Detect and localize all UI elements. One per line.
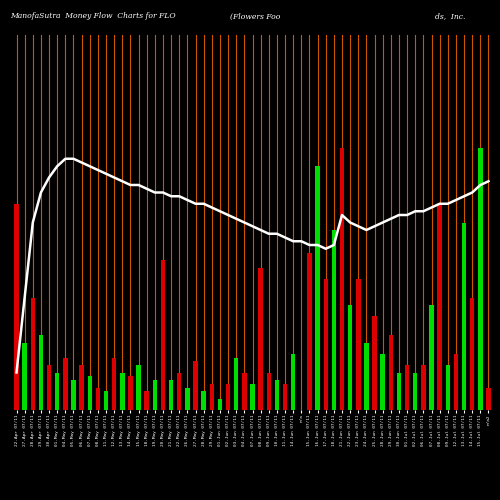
Bar — [55, 372, 60, 410]
Bar — [120, 372, 124, 410]
Bar — [470, 298, 474, 410]
Bar — [104, 391, 108, 410]
Bar — [380, 354, 385, 410]
Bar — [332, 230, 336, 410]
Bar — [177, 372, 182, 410]
Bar — [169, 380, 173, 410]
Bar — [234, 358, 238, 410]
Bar — [144, 391, 149, 410]
Bar — [462, 222, 466, 410]
Bar — [396, 372, 401, 410]
Bar — [112, 358, 116, 410]
Bar — [38, 335, 43, 410]
Bar — [446, 365, 450, 410]
Bar — [22, 342, 27, 410]
Bar — [210, 384, 214, 410]
Bar — [364, 342, 368, 410]
Bar — [202, 391, 206, 410]
Bar — [438, 204, 442, 410]
Bar — [430, 305, 434, 410]
Bar — [258, 268, 263, 410]
Bar — [340, 148, 344, 410]
Bar — [88, 376, 92, 410]
Bar — [348, 305, 352, 410]
Text: ManofaSutra  Money Flow  Charts for FLO: ManofaSutra Money Flow Charts for FLO — [10, 12, 175, 20]
Bar — [226, 384, 230, 410]
Bar — [185, 388, 190, 410]
Text: ds,  Inc.: ds, Inc. — [435, 12, 466, 20]
Bar — [478, 148, 482, 410]
Bar — [96, 388, 100, 410]
Bar — [194, 361, 198, 410]
Bar — [128, 376, 132, 410]
Bar — [30, 298, 35, 410]
Bar — [421, 365, 426, 410]
Bar — [250, 384, 254, 410]
Text: (Flowers Foo: (Flowers Foo — [230, 12, 280, 20]
Bar — [274, 380, 279, 410]
Bar — [136, 365, 141, 410]
Bar — [372, 316, 377, 410]
Bar — [388, 335, 393, 410]
Bar — [324, 278, 328, 410]
Bar — [160, 260, 165, 410]
Bar — [14, 204, 18, 410]
Bar — [152, 380, 157, 410]
Bar — [486, 388, 490, 410]
Bar — [80, 365, 84, 410]
Bar — [218, 398, 222, 410]
Bar — [454, 354, 458, 410]
Bar — [47, 365, 52, 410]
Bar — [63, 358, 68, 410]
Bar — [283, 384, 288, 410]
Bar — [307, 252, 312, 410]
Bar — [291, 354, 296, 410]
Bar — [242, 372, 246, 410]
Bar — [413, 372, 418, 410]
Bar — [405, 365, 409, 410]
Bar — [356, 278, 360, 410]
Bar — [71, 380, 76, 410]
Bar — [316, 166, 320, 410]
Bar — [266, 372, 271, 410]
